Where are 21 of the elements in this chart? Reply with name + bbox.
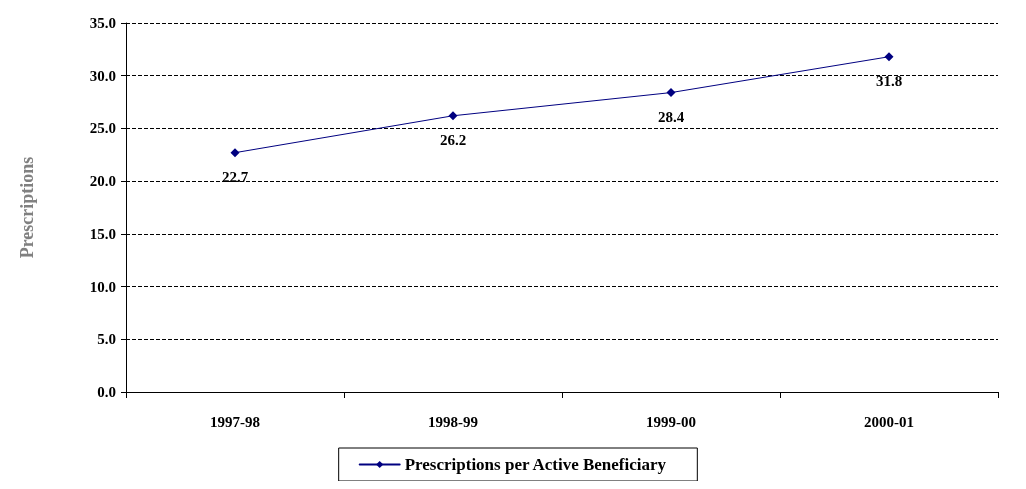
point bbox=[666, 88, 676, 98]
point bbox=[884, 52, 894, 62]
x-tick-label: 2000-01 bbox=[864, 413, 914, 430]
y-tick-label: 10.0 bbox=[89, 278, 116, 295]
data-label: 28.4 bbox=[657, 108, 685, 125]
y-axis-title: Prescriptions bbox=[17, 156, 37, 259]
y-tick-label: 15.0 bbox=[89, 225, 116, 242]
point bbox=[448, 111, 458, 121]
y-tick-label: 25.0 bbox=[89, 120, 116, 137]
y-tick-label: 5.0 bbox=[97, 331, 116, 348]
x-tick-label: 1997-98 bbox=[210, 413, 260, 430]
legend-label: Prescriptions per Active Beneficiary bbox=[404, 455, 667, 474]
data-label: 26.2 bbox=[439, 131, 467, 148]
y-tick-label: 30.0 bbox=[89, 67, 116, 84]
y-tick-label: 35.0 bbox=[89, 15, 116, 31]
x-tick-label: 1999-00 bbox=[646, 413, 696, 430]
x-tick-label: 1998-99 bbox=[428, 413, 478, 430]
data-label: 31.8 bbox=[875, 72, 903, 89]
point bbox=[230, 148, 240, 158]
y-tick-label: 20.0 bbox=[89, 173, 116, 190]
y-tick-label: 0.0 bbox=[97, 384, 116, 400]
